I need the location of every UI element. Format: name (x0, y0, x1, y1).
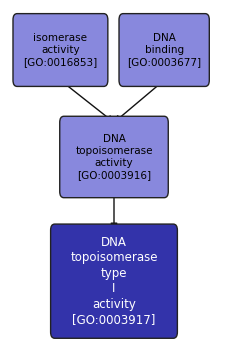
Text: DNA
binding
[GO:0003677]: DNA binding [GO:0003677] (126, 33, 200, 67)
Text: DNA
topoisomerase
type
I
activity
[GO:0003917]: DNA topoisomerase type I activity [GO:00… (70, 236, 157, 326)
Text: isomerase
activity
[GO:0016853]: isomerase activity [GO:0016853] (23, 33, 97, 67)
Text: DNA
topoisomerase
activity
[GO:0003916]: DNA topoisomerase activity [GO:0003916] (75, 134, 152, 180)
FancyBboxPatch shape (50, 224, 177, 338)
FancyBboxPatch shape (59, 116, 168, 198)
FancyBboxPatch shape (118, 14, 208, 87)
FancyBboxPatch shape (13, 14, 107, 87)
